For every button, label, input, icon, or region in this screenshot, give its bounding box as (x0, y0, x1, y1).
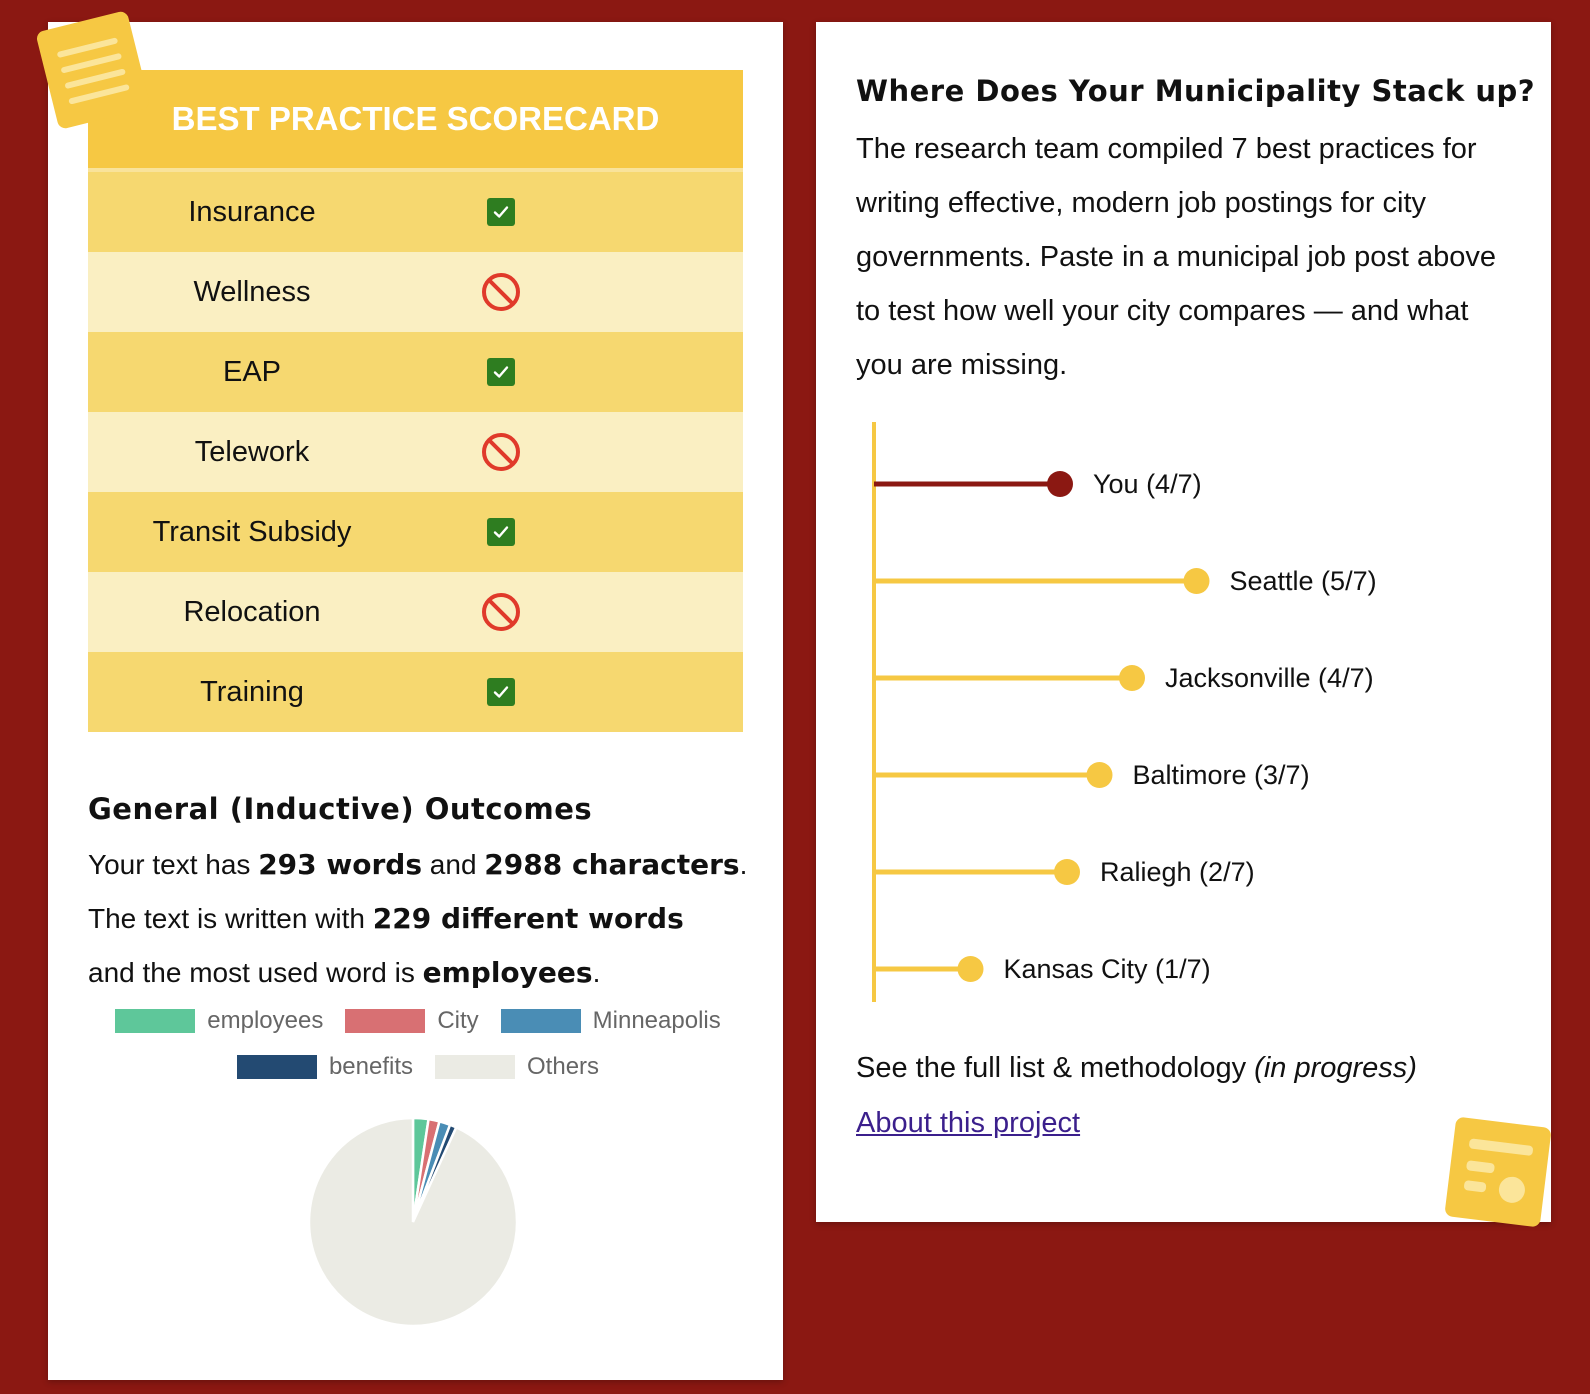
check-icon (487, 678, 515, 706)
prohibited-icon (482, 433, 520, 471)
word-frequency-pie-chart (307, 1116, 519, 1328)
municipality-description: The research team compiled 7 best practi… (856, 133, 1496, 381)
comparison-label: Jacksonville (4/7) (1165, 663, 1374, 693)
check-icon (487, 198, 515, 226)
document-icon (36, 11, 150, 129)
report-icon (1445, 1117, 1551, 1227)
scorecard-row-label: Insurance (188, 195, 316, 228)
scorecard-rows: Insurance Wellness EAP Telework Transit Subs… (88, 172, 743, 732)
check-icon (487, 518, 515, 546)
scorecard-row-status (416, 358, 586, 386)
methodology-text: See the full list & methodology (856, 1052, 1255, 1084)
comparison-dot (1047, 471, 1073, 497)
outcomes-text-part: and the most used word is (88, 957, 423, 988)
scorecard-row-label: EAP (222, 355, 282, 388)
scorecard-row-status (416, 518, 586, 546)
legend-label: Others (527, 1053, 600, 1080)
scorecard-row-label: Telework (194, 435, 310, 468)
scorecard-panel: BEST PRACTICE SCORECARD Insurance Wellnes… (48, 22, 783, 1380)
legend-item[interactable]: Minneapolis (500, 1007, 721, 1035)
scorecard-row: Transit Subsidy (88, 492, 743, 572)
comparison-dot (1086, 762, 1113, 788)
scorecard-row-label: Relocation (183, 595, 321, 628)
outcomes-text-part: . (592, 957, 601, 988)
legend-item[interactable]: benefits (236, 1053, 414, 1081)
pie-slice-others[interactable] (307, 1116, 519, 1328)
scorecard-row: Telework (88, 412, 743, 492)
scorecard-row-status (416, 271, 586, 313)
outcomes-text: Your text has 293 words and 2988 charact… (88, 838, 758, 1000)
legend-swatch (115, 1009, 196, 1033)
legend-swatch (500, 1009, 581, 1033)
check-icon (487, 358, 515, 386)
legend-label: Minneapolis (592, 1007, 721, 1034)
outcomes-text-part: Your text has (88, 849, 259, 880)
comparison-dot (1054, 859, 1080, 885)
municipality-panel: Where Does Your Municipality Stack up? T… (816, 22, 1551, 1222)
outcomes-text-part: . (739, 849, 748, 880)
legend-item[interactable]: employees (115, 1007, 323, 1035)
comparison-label: You (4/7) (1093, 469, 1202, 499)
outcomes-text-part: The text is written with (88, 903, 373, 934)
comparison-label: Kansas City (1/7) (1004, 954, 1211, 984)
scorecard-row: Insurance (88, 172, 743, 252)
legend-row: benefits Others (88, 1053, 748, 1081)
prohibited-icon (482, 593, 520, 631)
legend-item[interactable]: City (345, 1007, 479, 1035)
about-project-link[interactable]: About this project (856, 1107, 1081, 1139)
different-word-count: 229 different words (372, 902, 684, 935)
word-count: 293 words (258, 848, 423, 881)
legend-label: City (437, 1007, 479, 1034)
most-used-word: employees (422, 956, 593, 989)
comparison-label: Seattle (5/7) (1230, 566, 1377, 596)
pie-legend: employees City Minneapolis benefits Others (88, 1007, 748, 1099)
scorecard-row-status (416, 678, 586, 706)
scorecard-row-status (416, 198, 586, 226)
legend-row: employees City Minneapolis (88, 1007, 748, 1035)
scorecard-row-label: Training (200, 675, 304, 708)
comparison-label: Baltimore (3/7) (1133, 760, 1310, 790)
legend-swatch (345, 1009, 426, 1033)
outcomes-text-part: and (422, 849, 485, 880)
outcomes-title: General (Inductive) Outcomes (88, 792, 593, 826)
character-count: 2988 characters (484, 848, 740, 881)
comparison-dot (957, 956, 984, 982)
scorecard-row: Relocation (88, 572, 743, 652)
comparison-dot (1183, 568, 1210, 594)
methodology-status: (in progress) (1254, 1052, 1417, 1084)
scorecard-row-label: Wellness (193, 275, 311, 308)
comparison-label: Raliegh (2/7) (1100, 857, 1255, 887)
scorecard-row: Training (88, 652, 743, 732)
legend-label: benefits (328, 1053, 414, 1080)
scorecard-row-status (416, 591, 586, 633)
scorecard-row-label: Transit Subsidy (152, 515, 352, 548)
prohibited-icon (482, 273, 520, 311)
legend-item[interactable]: Others (435, 1053, 599, 1081)
municipality-title: Where Does Your Municipality Stack up? (856, 74, 1536, 108)
methodology-note: See the full list & methodology (in prog… (856, 1052, 1417, 1085)
best-practice-scorecard: BEST PRACTICE SCORECARD Insurance Wellnes… (88, 70, 743, 732)
scorecard-row: Wellness (88, 252, 743, 332)
scorecard-row-status (416, 431, 586, 473)
city-comparison-chart: You (4/7) Seattle (5/7) Jacksonville (4/7)… (872, 422, 1377, 1002)
scorecard-row: EAP (88, 332, 743, 412)
legend-label: employees (207, 1007, 324, 1034)
scorecard-title: BEST PRACTICE SCORECARD (88, 70, 743, 172)
legend-swatch (236, 1055, 317, 1079)
legend-swatch (435, 1055, 516, 1079)
general-outcomes: General (Inductive) Outcomes Your text h… (88, 792, 758, 1000)
comparison-dot (1119, 665, 1145, 691)
